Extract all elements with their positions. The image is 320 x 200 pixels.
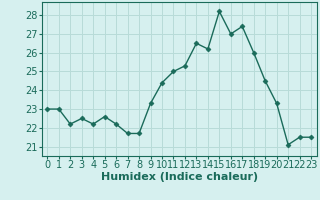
X-axis label: Humidex (Indice chaleur): Humidex (Indice chaleur) [100, 172, 258, 182]
